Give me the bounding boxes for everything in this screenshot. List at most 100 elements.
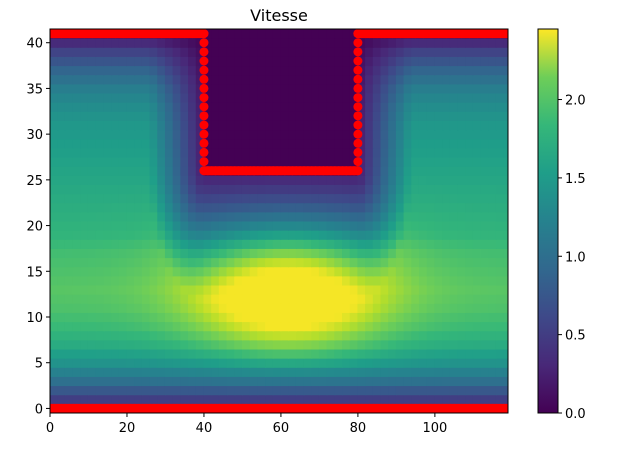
heatmap-cell (442, 183, 451, 195)
heatmap-cell (157, 375, 166, 387)
heatmap-cell (164, 275, 174, 286)
heatmap-cell (418, 147, 428, 158)
heatmap-cell (465, 330, 474, 341)
heatmap-cell (50, 339, 59, 350)
heatmap-cell (111, 366, 120, 377)
heatmap-cell (349, 348, 359, 359)
heatmap-cell (195, 339, 205, 350)
heatmap-cell (342, 330, 351, 341)
heatmap-cell (50, 65, 59, 76)
bottom-wall-point (503, 403, 508, 413)
heatmap-cell (403, 330, 413, 341)
heatmap-cell (403, 348, 413, 359)
obstacle-left-edge-point (199, 29, 209, 39)
heatmap-cell (280, 220, 290, 231)
heatmap-cell (488, 138, 497, 149)
heatmap-cell (380, 55, 390, 67)
heatmap-cell (457, 247, 467, 259)
heatmap-cell (411, 394, 420, 405)
heatmap-cell (188, 348, 197, 359)
heatmap-cell (118, 165, 128, 176)
heatmap-cell (118, 129, 128, 140)
heatmap-cell (349, 275, 359, 286)
heatmap-cell (311, 275, 320, 286)
heatmap-cell (64, 46, 74, 57)
heatmap-cell (111, 101, 120, 112)
heatmap-cell (480, 37, 490, 48)
heatmap-cell (188, 147, 197, 158)
heatmap-cell (334, 138, 344, 149)
heatmap-cell (365, 46, 374, 57)
heatmap-cell (465, 165, 474, 176)
heatmap-cell (257, 55, 267, 67)
heatmap-cell (326, 156, 336, 167)
heatmap-cell (388, 129, 397, 140)
heatmap-cell (103, 275, 113, 286)
heatmap-cell (472, 339, 482, 350)
heatmap-cell (95, 275, 105, 286)
heatmap-cell (326, 247, 336, 259)
heatmap-cell (365, 293, 374, 304)
heatmap-cell (357, 311, 367, 323)
heatmap-cell (249, 211, 259, 222)
heatmap-cell (149, 247, 159, 259)
heatmap-cell (149, 101, 159, 112)
heatmap-cell (87, 193, 97, 204)
heatmap-cell (249, 220, 259, 231)
heatmap-cell (303, 229, 313, 240)
heatmap-cell (134, 302, 143, 313)
heatmap-cell (72, 394, 82, 405)
heatmap-cell (495, 321, 505, 332)
heatmap-cell (72, 366, 82, 377)
heatmap-cell (80, 394, 89, 405)
heatmap-cell (72, 375, 82, 387)
heatmap-cell (303, 275, 313, 286)
heatmap-cell (241, 92, 251, 103)
heatmap-cell (188, 284, 197, 295)
heatmap-cell (326, 119, 336, 131)
heatmap-cell (326, 29, 336, 39)
colorbar-tick-label: 0.0 (565, 407, 586, 422)
heatmap-cell (272, 247, 282, 259)
heatmap-cell (141, 156, 151, 167)
heatmap-cell (326, 174, 336, 185)
heatmap-cell (280, 65, 290, 76)
heatmap-cell (72, 311, 82, 323)
heatmap-cell (395, 174, 405, 185)
heatmap-cell (141, 229, 151, 240)
heatmap-cell (449, 266, 459, 277)
heatmap-cell (265, 238, 274, 249)
heatmap-cell (503, 156, 508, 167)
heatmap-cell (295, 147, 305, 158)
heatmap-cell (357, 257, 367, 268)
heatmap-cell (349, 394, 359, 405)
heatmap-cell (280, 275, 290, 286)
heatmap-cell (442, 247, 451, 259)
heatmap-cell (326, 147, 336, 158)
heatmap-cell (118, 138, 128, 149)
heatmap-cell (326, 385, 336, 396)
heatmap-cell (265, 183, 274, 195)
heatmap-cell (164, 284, 174, 295)
heatmap-cell (380, 211, 390, 222)
heatmap-cell (403, 101, 413, 112)
heatmap-cell (234, 257, 243, 268)
heatmap-cell (87, 92, 97, 103)
heatmap-cell (295, 92, 305, 103)
heatmap-cell (457, 202, 467, 213)
heatmap-cell (272, 156, 282, 167)
heatmap-cell (134, 375, 143, 387)
heatmap-cell (449, 275, 459, 286)
heatmap-cell (395, 357, 405, 368)
heatmap-cell (149, 65, 159, 76)
heatmap-cell (211, 65, 220, 76)
obstacle-right-edge-point (353, 83, 363, 93)
heatmap-cell (80, 257, 89, 268)
heatmap-cell (480, 220, 490, 231)
heatmap-cell (372, 275, 382, 286)
heatmap-cell (72, 74, 82, 85)
heatmap-cell (134, 119, 143, 131)
heatmap-cell (357, 211, 367, 222)
heatmap-cell (50, 220, 59, 231)
